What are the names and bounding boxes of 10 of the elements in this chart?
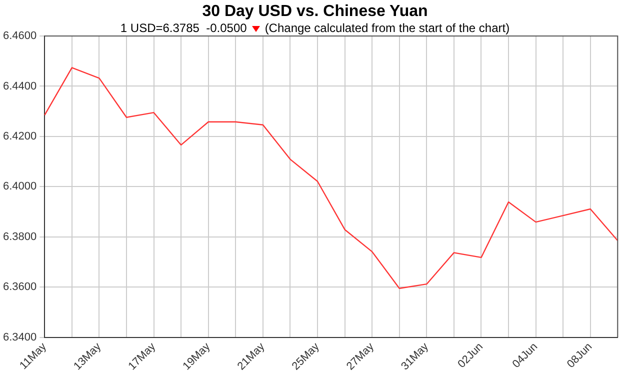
y-tick-label: 6.4600: [2, 30, 37, 42]
y-tick-label: 6.3400: [2, 331, 37, 344]
y-tick-label: 6.4200: [2, 130, 37, 142]
y-tick-label: 6.3600: [2, 281, 37, 294]
text: (Change calculated from the start of the chart): [264, 21, 510, 35]
y-tick-label: 6.3800: [2, 230, 37, 243]
chart-title: 30 Day USD vs. Chinese Yuan: [201, 3, 429, 21]
y-tick-label: 6.4400: [2, 80, 37, 92]
chart-subtitle: 1 USD=6.3785 -0.0500: [120, 21, 247, 35]
y-tick-label: 6.4000: [2, 180, 37, 193]
